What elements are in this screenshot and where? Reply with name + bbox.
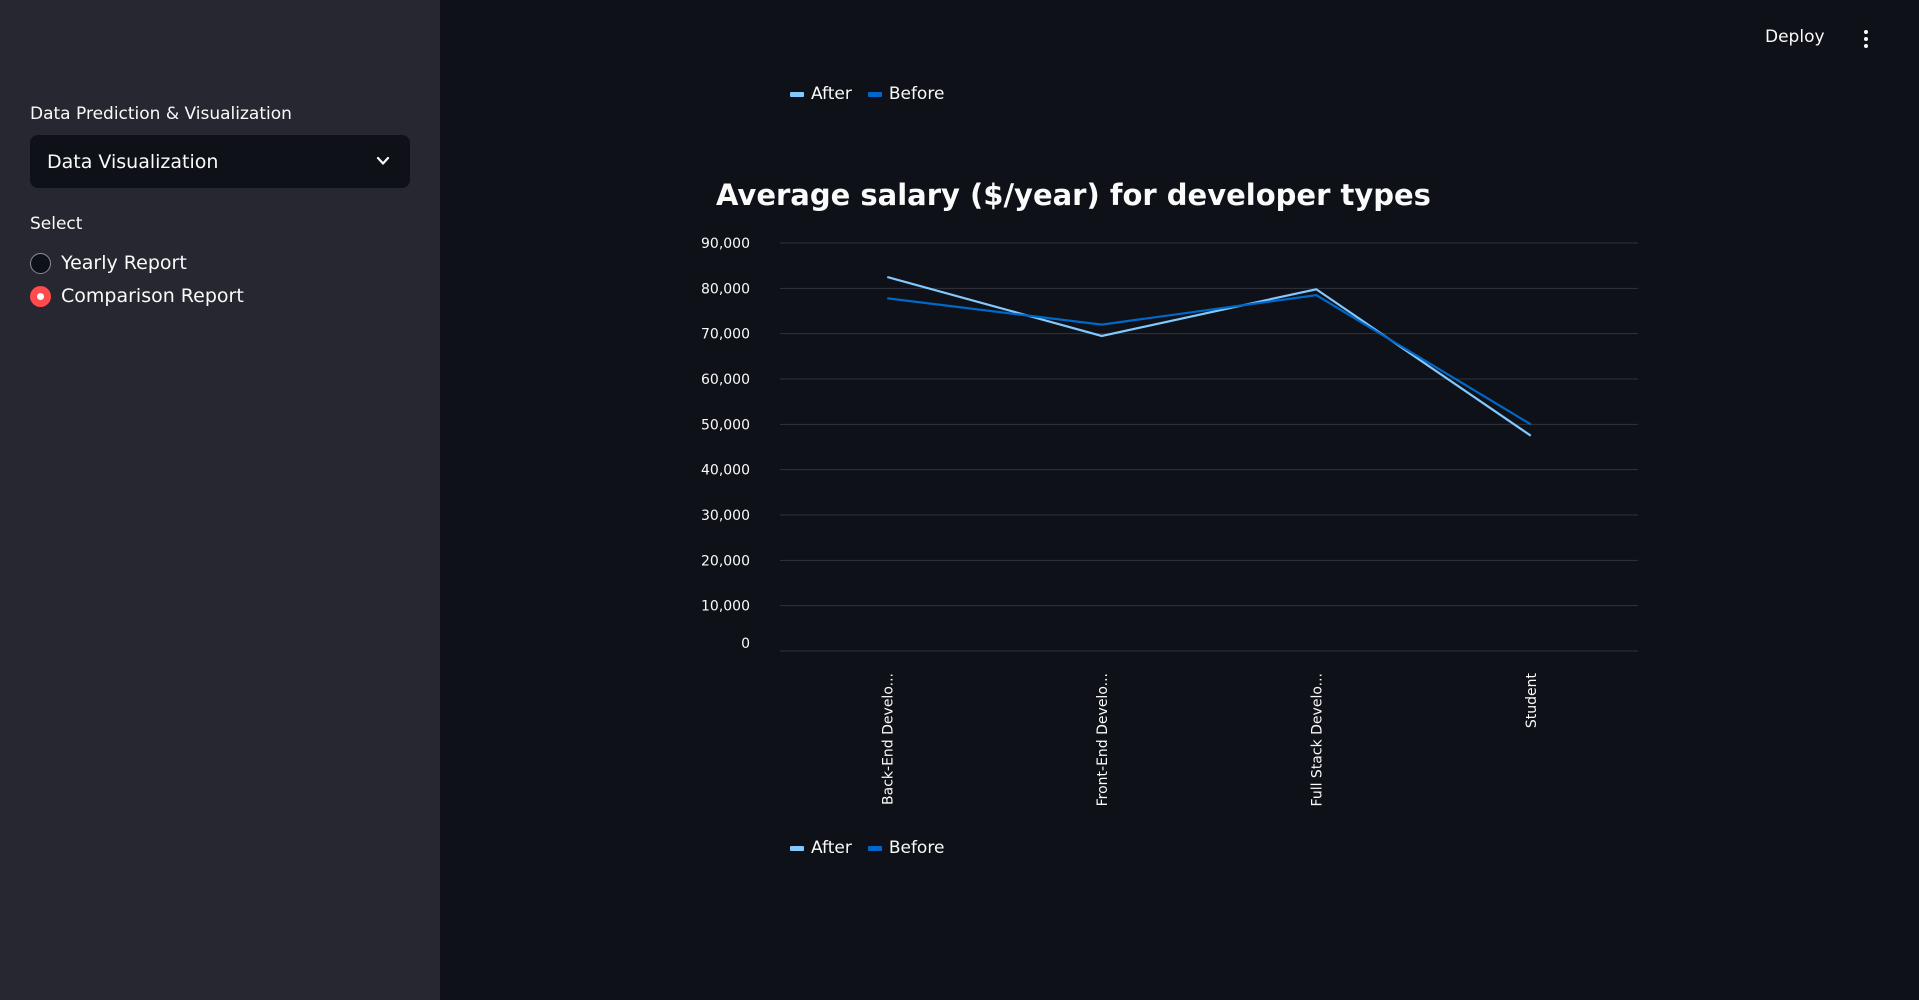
y-tick-label: 90,000 (701, 236, 750, 252)
legend-item-after[interactable]: After (790, 84, 852, 104)
y-tick-label: 60,000 (701, 372, 750, 388)
y-tick-label: 0 (741, 636, 750, 652)
legend-item-before[interactable]: Before (867, 838, 945, 858)
legend-label: After (811, 838, 852, 858)
y-tick-label: 80,000 (701, 281, 750, 297)
y-tick-label: 10,000 (701, 599, 750, 615)
line-chart[interactable]: 90,000 80,000 70,000 60,000 50,000 40,000 30,0… (690, 230, 1650, 820)
report-select-label: Select (30, 214, 83, 234)
chart-legend-top: After Before (790, 84, 960, 104)
mode-select[interactable]: Data Visualization (30, 135, 410, 188)
mode-select-label: Data Prediction & Visualization (30, 104, 292, 124)
legend-label: Before (888, 84, 945, 104)
radio-button-selected[interactable] (30, 285, 51, 307)
x-tick-label: Back-End Develo... (880, 673, 896, 805)
radio-comparison-report[interactable]: Comparison Report (30, 285, 244, 307)
chart-title: Average salary ($/year) for developer ty… (716, 178, 1431, 212)
legend-swatch-before (867, 845, 882, 851)
radio-button[interactable] (30, 252, 51, 274)
x-tick-label: Student (1524, 673, 1540, 729)
legend-item-after[interactable]: After (790, 838, 852, 858)
y-tick-label: 70,000 (701, 327, 750, 343)
legend-item-before[interactable]: Before (867, 84, 945, 104)
chevron-down-icon (376, 156, 390, 165)
more-vertical-icon[interactable] (1862, 30, 1870, 52)
series-line-before (887, 293, 1532, 426)
mode-select-value: Data Visualization (47, 150, 219, 173)
y-tick-label: 30,000 (701, 508, 750, 524)
y-tick-label: 50,000 (701, 417, 750, 433)
legend-swatch-after (790, 91, 804, 97)
y-tick-label: 40,000 (701, 463, 750, 479)
legend-label: After (811, 84, 852, 104)
deploy-button[interactable]: Deploy (1765, 27, 1825, 47)
radio-label: Comparison Report (61, 285, 244, 307)
x-tick-label: Full Stack Develo... (1309, 673, 1325, 806)
legend-swatch-before (867, 91, 882, 97)
legend-swatch-after (790, 845, 804, 851)
legend-label: Before (888, 838, 945, 858)
x-tick-label: Front-End Develo... (1095, 673, 1111, 806)
sidebar: Data Prediction & Visualization Data Vis… (0, 0, 440, 1000)
series-line-after (886, 275, 1532, 437)
radio-label: Yearly Report (61, 252, 187, 274)
y-tick-label: 20,000 (701, 553, 750, 569)
radio-yearly-report[interactable]: Yearly Report (30, 252, 187, 274)
chart-legend-bottom: After Before (790, 838, 960, 858)
